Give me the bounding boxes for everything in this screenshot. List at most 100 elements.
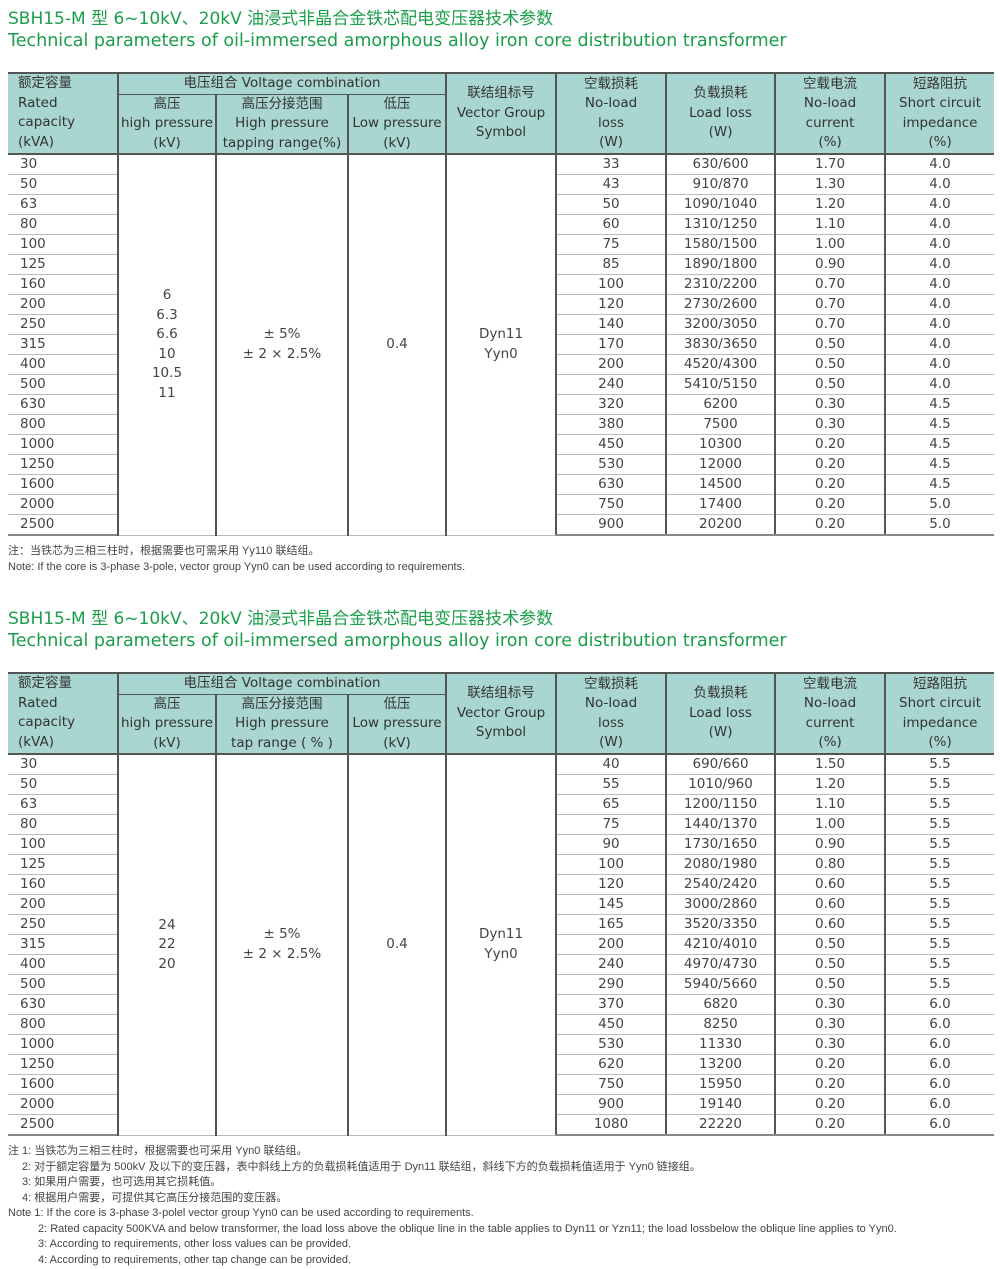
cell-load: 1310/1250 <box>665 214 776 235</box>
cell-current: 0.20 <box>774 454 886 475</box>
cell-current: 0.30 <box>774 414 886 435</box>
cell-noload: 530 <box>555 1034 667 1055</box>
header-text: 11 <box>158 384 176 401</box>
cell-capacity: 1000 <box>8 1034 118 1055</box>
cell-current: 1.10 <box>774 794 886 815</box>
note-line: 注 1: 当铁芯为三相三柱时，根据需要也可采用 Yyn0 联结组。 <box>8 1145 308 1157</box>
header-text: 6.6 <box>156 326 178 343</box>
cell-capacity: 30 <box>8 754 118 775</box>
header-current: 空载电流 No-load current (%) <box>774 672 887 755</box>
cell-current: 0.20 <box>774 1094 886 1115</box>
note-line: 4: According to requirements, other tap … <box>38 1253 352 1266</box>
cell-current: 0.70 <box>774 274 886 295</box>
cell-load: 10300 <box>665 434 776 455</box>
header-text: Symbol <box>475 724 527 741</box>
header-text: (W) <box>708 724 733 741</box>
cell-load: 4520/4300 <box>665 354 776 375</box>
cell-impedance: 6.0 <box>884 1034 995 1055</box>
cell-current: 0.20 <box>774 494 886 515</box>
note-line: Note 1: If the core is 3-phase 3-polel v… <box>8 1207 474 1219</box>
header-text: Symbol <box>475 124 527 141</box>
header-noload: 空载损耗 No-load loss (W) <box>555 672 668 755</box>
cell-lv: 0.4 <box>346 154 447 536</box>
section-title: SBH15-M 型 6~10kV、20kV 油浸式非晶合金铁芯配电变压器技术参数… <box>8 8 787 52</box>
header-text: ± 2 × 2.5% <box>242 945 322 962</box>
cell-capacity: 1600 <box>8 1074 118 1095</box>
header-text: 24 <box>158 916 176 933</box>
header-text: No-load <box>803 95 857 111</box>
table-row: 1000 450 10300 0.20 4.5 <box>8 434 995 455</box>
cell-capacity: 200 <box>8 894 118 915</box>
cell-noload: 140 <box>555 314 667 335</box>
table-row: 100 90 1730/1650 0.90 5.5 <box>8 834 995 855</box>
cell-current: 0.50 <box>774 954 886 975</box>
table-row: 63 65 1200/1150 1.10 5.5 <box>8 794 995 815</box>
header-text: 高压 <box>153 95 181 112</box>
table-row: 1600 630 14500 0.20 4.5 <box>8 474 995 495</box>
cell-current: 1.50 <box>774 754 886 775</box>
header-text: 10 <box>158 345 176 362</box>
header-text: impedance <box>902 714 978 731</box>
cell-noload: 900 <box>555 514 667 536</box>
header-text: capacity <box>18 714 75 730</box>
cell-load: 8250 <box>665 1014 776 1035</box>
cell-noload: 145 <box>555 894 667 915</box>
header-text: capacity <box>18 114 75 130</box>
header-text: Yyn0 <box>484 345 518 362</box>
title-chinese: SBH15-M 型 6~10kV、20kV 油浸式非晶合金铁芯配电变压器技术参数 <box>8 9 554 29</box>
cell-load: 5940/5660 <box>665 974 776 995</box>
note-line: 2: Rated capacity 500KVA and below trans… <box>38 1222 897 1235</box>
header-impedance: 短路阻抗 Short circuit impedance (%) <box>884 72 995 155</box>
header-text: (%) <box>818 134 842 150</box>
cell-current: 0.90 <box>774 834 886 855</box>
header-text: Dyn11 <box>478 326 524 343</box>
cell-capacity: 250 <box>8 914 118 935</box>
cell-capacity: 2500 <box>8 1114 118 1136</box>
header-hv: 高压 high pressure (kV) <box>117 94 217 155</box>
cell-current: 1.00 <box>774 814 886 835</box>
header-text: 空载电流 <box>803 675 858 692</box>
cell-load: 5410/5150 <box>665 374 776 395</box>
cell-impedance: 5.5 <box>884 934 995 955</box>
table-row: 1600 750 15950 0.20 6.0 <box>8 1074 995 1095</box>
table-row: 63 50 1090/1040 1.20 4.0 <box>8 194 995 215</box>
cell-impedance: 5.5 <box>884 774 995 795</box>
header-capacity: 额定容量 Rated capacity (kVA) <box>8 72 119 155</box>
cell-noload: 170 <box>555 334 667 355</box>
cell-capacity: 63 <box>8 794 118 815</box>
cell-load: 11330 <box>665 1034 776 1055</box>
cell-noload: 75 <box>555 234 667 255</box>
cell-impedance: 6.0 <box>884 1094 995 1115</box>
cell-impedance: 5.5 <box>884 974 995 995</box>
header-text: Vector Group <box>456 104 546 121</box>
cell-impedance: 5.5 <box>884 754 995 775</box>
cell-impedance: 5.0 <box>884 514 995 536</box>
header-text: 短路阻抗 <box>913 675 968 692</box>
cell-vector: Dyn11 Yyn0 <box>445 754 557 1136</box>
header-text: No-load <box>584 95 638 111</box>
header-text: High pressure <box>235 115 329 131</box>
cell-capacity: 63 <box>8 194 118 215</box>
cell-capacity: 1250 <box>8 454 118 475</box>
cell-capacity: 315 <box>8 934 118 955</box>
notes: 注 1: 当铁芯为三相三柱时，根据需要也可采用 Yyn0 联结组。 2: 对于额定… <box>8 1144 897 1268</box>
cell-noload: 240 <box>555 374 667 395</box>
header-text: 0.4 <box>386 936 408 952</box>
cell-noload: 100 <box>555 274 667 295</box>
cell-capacity: 500 <box>8 974 118 995</box>
table-row: 2500 1080 22220 0.20 6.0 <box>8 1114 995 1136</box>
cell-impedance: 4.5 <box>884 474 995 495</box>
title-english: Technical parameters of oil-immersed amo… <box>8 31 787 51</box>
header-text: 22 <box>158 936 176 952</box>
cell-current: 1.00 <box>774 234 886 255</box>
note-line: 3: 如果用户需要，也可选用其它损耗值。 <box>22 1176 222 1188</box>
cell-current: 0.60 <box>774 874 886 895</box>
cell-current: 0.20 <box>774 514 886 536</box>
cell-impedance: 4.0 <box>884 234 995 255</box>
header-text: 负载损耗 <box>693 685 748 702</box>
header-text: (kV) <box>383 134 411 151</box>
cell-hv: 24 22 20 <box>117 754 216 1136</box>
header-text: Low pressure <box>352 115 442 131</box>
header-text: (W) <box>599 134 623 150</box>
cell-current: 1.30 <box>774 174 886 195</box>
